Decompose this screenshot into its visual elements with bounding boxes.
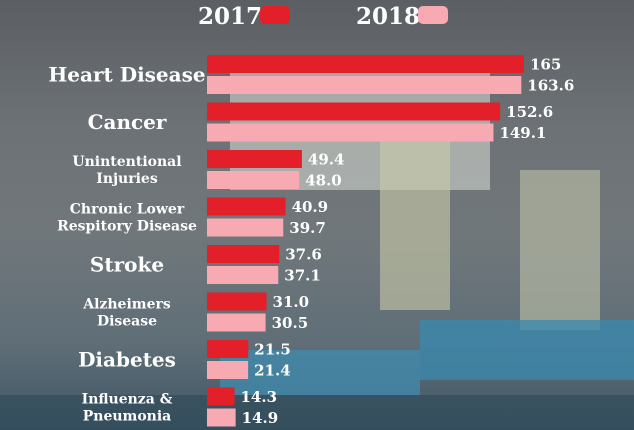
value-label-2018: 30.5 [272, 314, 309, 332]
value-label-2017: 37.6 [285, 246, 322, 264]
legend-label-2018: 2018 [356, 3, 420, 30]
value-label-2017: 31.0 [273, 293, 310, 311]
category-label: Heart Disease [48, 63, 205, 87]
bar-2017 [207, 387, 235, 406]
value-label-2017: 49.4 [308, 151, 345, 169]
chart-legend: 2017 2018 [198, 3, 448, 30]
value-label-2018: 21.4 [254, 362, 291, 380]
legend-swatch-2017 [260, 6, 290, 24]
value-label-2018: 37.1 [284, 267, 321, 285]
category-label: Alzheimers [82, 296, 171, 312]
bar-2018 [207, 171, 300, 189]
value-label-2018: 14.9 [242, 409, 279, 427]
value-label-2017: 21.5 [254, 341, 291, 359]
bar-2018 [207, 408, 236, 427]
value-label-2018: 39.7 [289, 219, 326, 237]
bar-2017 [207, 197, 286, 216]
bar-2017 [207, 55, 524, 73]
category-label: Stroke [90, 253, 164, 277]
bar-2018 [207, 76, 522, 94]
bar-2017 [207, 150, 302, 168]
background-bed [420, 320, 634, 380]
background-floor [0, 395, 634, 430]
bar-2018 [207, 123, 494, 142]
value-label-2017: 152.6 [506, 103, 553, 121]
category-label: Influenza & [82, 391, 173, 407]
bar-2017 [207, 245, 280, 263]
value-label-2017: 14.3 [240, 388, 277, 406]
category-label: Injuries [96, 171, 158, 187]
background-bed [220, 350, 420, 395]
value-label-2018: 149.1 [499, 124, 546, 142]
legend-label-2017: 2017 [198, 3, 262, 30]
category-label: Unintentional [72, 154, 181, 170]
background-curtain [520, 170, 600, 330]
category-labels: Heart Disease Cancer UnintentionalInjuries… [48, 63, 205, 425]
bar-2018 [207, 313, 266, 332]
bar-2018 [207, 218, 284, 237]
category-label: Pneumonia [83, 408, 172, 424]
bar-2018 [207, 266, 279, 284]
bar-2017 [207, 102, 501, 121]
bar-2017 [207, 292, 267, 311]
category-label: Cancer [88, 110, 167, 134]
bar-2017 [207, 340, 249, 358]
category-label: Diabetes [78, 348, 176, 372]
category-label: Chronic Lower [70, 201, 185, 217]
category-label: Disease [97, 313, 157, 329]
bars [207, 55, 524, 427]
value-label-2017: 40.9 [292, 198, 329, 216]
category-label: Respitory Disease [57, 218, 197, 234]
background-curtain [380, 140, 450, 310]
legend-swatch-2018 [418, 6, 448, 24]
value-label-2018: 48.0 [305, 172, 342, 190]
value-labels: 165 163.6 152.6 149.1 49.4 48.0 40.9 39.7 37.6 37… [240, 56, 574, 428]
value-label-2018: 163.6 [527, 77, 574, 95]
bar-2018 [207, 361, 249, 379]
value-label-2017: 165 [530, 56, 561, 74]
